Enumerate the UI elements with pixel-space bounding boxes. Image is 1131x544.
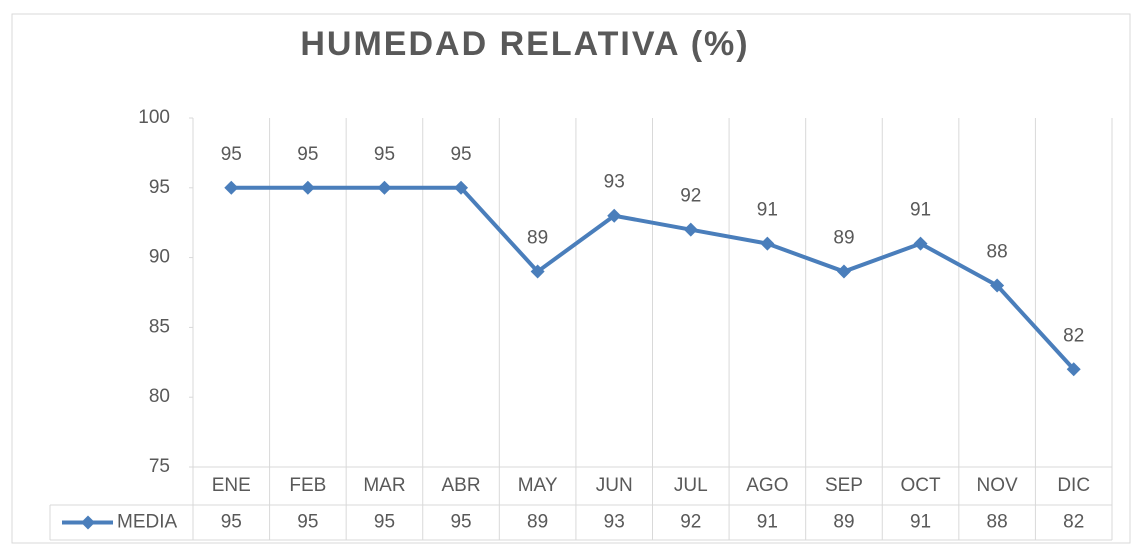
table-value: 95 (221, 512, 242, 533)
x-tick-label: FEB (289, 475, 326, 496)
data-label: 89 (527, 228, 548, 249)
x-tick-label: ENE (212, 475, 251, 496)
series-line (231, 185, 1076, 371)
table-value: 93 (604, 512, 625, 533)
table-value: 88 (987, 512, 1008, 533)
legend-label: MEDIA (117, 512, 178, 533)
data-label: 92 (680, 186, 701, 207)
chart-border (11, 13, 1131, 544)
data-label: 95 (450, 144, 471, 165)
data-label: 89 (833, 228, 854, 249)
x-tick-label: DIC (1057, 475, 1090, 496)
x-tick-label: JUL (674, 475, 708, 496)
point-marker (913, 236, 928, 251)
y-tick-label: 75 (149, 456, 170, 477)
x-tick-label: AGO (746, 475, 788, 496)
table-value: 89 (527, 512, 548, 533)
data-label: 95 (297, 144, 318, 165)
chart-title: HUMEDAD RELATIVA (%) (300, 25, 749, 63)
point-marker (836, 264, 851, 279)
data-label: 95 (374, 144, 395, 165)
table-value: 89 (833, 512, 854, 533)
table-value: 95 (374, 512, 395, 533)
y-tick-label: 80 (149, 386, 170, 407)
table-value: 95 (450, 512, 471, 533)
point-marker (530, 264, 545, 279)
table-value: 91 (757, 512, 778, 533)
x-tick-label: SEP (825, 475, 863, 496)
point-marker (454, 180, 469, 195)
x-tick-label: MAY (518, 475, 558, 496)
data-label: 91 (757, 200, 778, 221)
table-value: 82 (1063, 512, 1084, 533)
legend-marker (81, 515, 95, 530)
point-marker (377, 180, 392, 195)
point-marker (224, 180, 239, 195)
x-tick-label: OCT (900, 475, 941, 496)
point-marker (300, 180, 315, 195)
x-tick-label: ABR (442, 475, 481, 496)
table-value: 92 (680, 512, 701, 533)
x-tick-label: JUN (596, 475, 633, 496)
table-value: 91 (910, 512, 931, 533)
x-tick-label: NOV (977, 475, 1019, 496)
data-label: 88 (987, 242, 1008, 263)
data-label: 93 (604, 172, 625, 193)
point-marker (1066, 362, 1081, 377)
table-value: 95 (297, 512, 318, 533)
point-marker (990, 278, 1005, 293)
point-marker (607, 208, 622, 223)
data-label: 82 (1063, 325, 1084, 346)
data-label: 91 (910, 200, 931, 221)
y-tick-label: 95 (149, 177, 170, 198)
y-tick-label: 100 (138, 107, 170, 128)
point-marker (760, 236, 775, 251)
x-tick-label: MAR (363, 475, 405, 496)
data-label: 95 (221, 144, 242, 165)
y-tick-label: 90 (149, 247, 170, 268)
y-tick-label: 85 (149, 316, 170, 337)
point-marker (683, 222, 698, 237)
